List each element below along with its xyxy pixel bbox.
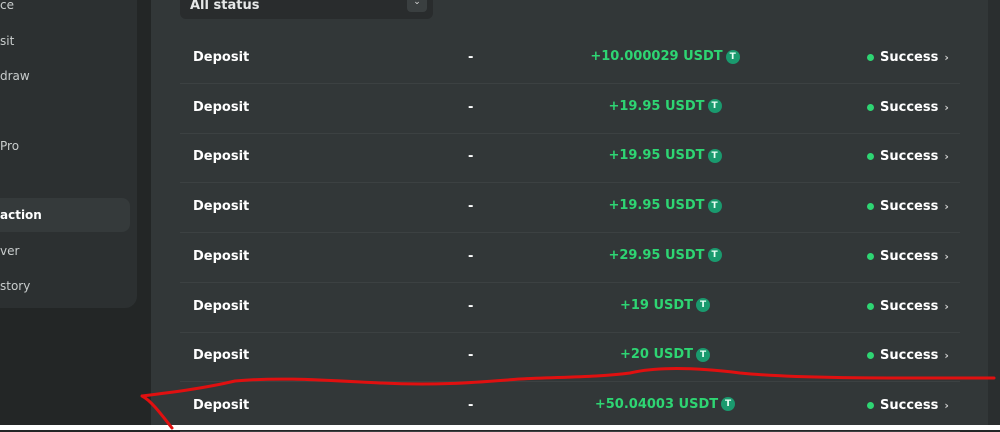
status-dot-icon	[867, 302, 874, 310]
status-badge: Success ›	[867, 100, 949, 115]
transaction-row[interactable]: Deposit - +10.000029 USDT T Success ›	[180, 34, 960, 84]
transaction-amount: +29.95 USDT T	[565, 248, 765, 263]
transaction-address: -	[468, 199, 474, 215]
transaction-address: -	[468, 348, 474, 364]
chevron-right-icon[interactable]: ›	[944, 100, 949, 114]
chevron-right-icon[interactable]: ›	[944, 299, 949, 313]
amount-text: +29.95 USDT	[608, 247, 705, 263]
sidebar-item[interactable]: sit	[0, 34, 15, 48]
transaction-type: Deposit	[193, 199, 250, 215]
usdt-icon: T	[721, 397, 736, 412]
amount-text: +19.95 USDT	[608, 198, 705, 214]
usdt-icon: T	[707, 99, 722, 114]
status-dot-icon	[867, 203, 874, 211]
amount-text: +50.04003 USDT	[594, 396, 719, 412]
transactions-panel	[151, 0, 988, 425]
status-text: Success	[880, 99, 939, 115]
status-text: Success	[880, 348, 939, 364]
transaction-address: -	[468, 50, 474, 65]
transaction-row[interactable]: Deposit - +29.95 USDT T Success ›	[180, 233, 960, 283]
status-dot-icon	[867, 352, 874, 360]
status-dot-icon	[867, 54, 874, 61]
transaction-type: Deposit	[193, 348, 250, 364]
usdt-icon: T	[725, 49, 740, 64]
status-badge: Success ›	[867, 249, 949, 264]
transaction-address: -	[468, 149, 474, 165]
usdt-icon: T	[707, 148, 722, 163]
transaction-row[interactable]: Deposit - +19.95 USDT T Success ›	[180, 133, 960, 184]
transaction-amount: +10.000029 USDT T	[565, 49, 765, 64]
transaction-amount: +50.04003 USDT T	[565, 397, 765, 412]
chevron-right-icon[interactable]: ›	[944, 150, 949, 164]
status-badge: Success ›	[867, 50, 949, 65]
status-text: Success	[880, 199, 939, 215]
chevron-right-icon[interactable]: ›	[944, 349, 949, 363]
status-dot-icon	[867, 153, 874, 161]
transaction-address: -	[468, 99, 474, 115]
sidebar-item[interactable]: Pro	[0, 139, 20, 153]
amount-text: +19.95 USDT	[608, 98, 705, 114]
transaction-type: Deposit	[193, 50, 250, 65]
amount-text: +10.000029 USDT	[590, 49, 723, 64]
transaction-address: -	[468, 248, 474, 264]
status-text: Success	[880, 50, 939, 65]
transaction-row[interactable]: Deposit - +19 USDT T Success ›	[180, 283, 960, 333]
sidebar-item[interactable]: ce	[0, 0, 14, 12]
sidebar-item[interactable]: ver	[0, 244, 20, 258]
status-text: Success	[880, 149, 939, 165]
status-text: Success	[880, 298, 939, 314]
usdt-icon: T	[707, 248, 722, 263]
usdt-icon: T	[696, 347, 711, 362]
transaction-amount: +19.95 USDT T	[565, 99, 765, 114]
page-edge	[0, 425, 1000, 430]
status-dot-icon	[867, 252, 874, 260]
status-dot-icon	[867, 401, 874, 409]
transaction-amount: +19.95 USDT T	[565, 148, 765, 163]
transaction-row[interactable]: Deposit - +19.95 USDT T Success ›	[180, 183, 960, 234]
chevron-right-icon[interactable]: ›	[944, 51, 949, 64]
amount-text: +19.95 USDT	[608, 148, 705, 164]
status-text: Success	[880, 397, 939, 413]
sidebar-item-active[interactable]: action	[0, 198, 130, 232]
chevron-right-icon[interactable]: ›	[944, 398, 949, 412]
chevron-right-icon[interactable]: ›	[944, 249, 949, 263]
transaction-amount: +19.95 USDT T	[565, 198, 765, 213]
status-badge: Success ›	[867, 348, 949, 363]
status-filter-value: All status	[190, 0, 260, 13]
chevron-down-icon[interactable]: ⌄	[407, 0, 427, 12]
status-badge: Success ›	[867, 299, 949, 314]
chevron-right-icon[interactable]: ›	[944, 200, 949, 214]
sidebar-item[interactable]: story	[0, 279, 31, 293]
sidebar: ce sit draw Pro action ver story	[0, 0, 137, 308]
transaction-row[interactable]: Deposit - +20 USDT T Success ›	[180, 332, 960, 383]
transaction-amount: +20 USDT T	[565, 347, 765, 362]
transaction-amount: +19 USDT T	[565, 298, 765, 313]
amount-text: +19 USDT	[619, 297, 694, 313]
scrollbar-track[interactable]	[988, 0, 1000, 425]
status-badge: Success ›	[867, 398, 949, 413]
usdt-icon: T	[707, 198, 722, 213]
transaction-address: -	[468, 298, 474, 314]
status-text: Success	[880, 248, 939, 264]
transaction-address: -	[468, 397, 474, 413]
transaction-row[interactable]: Deposit - +19.95 USDT T Success ›	[180, 84, 960, 134]
transaction-type: Deposit	[193, 298, 250, 314]
transaction-type: Deposit	[193, 397, 250, 413]
status-filter-select[interactable]: All status ⌄	[180, 0, 433, 19]
status-dot-icon	[867, 103, 874, 111]
transaction-type: Deposit	[193, 99, 250, 115]
transaction-type: Deposit	[193, 248, 250, 264]
amount-text: +20 USDT	[619, 347, 694, 363]
status-badge: Success ›	[867, 149, 949, 164]
usdt-icon: T	[696, 298, 711, 312]
status-badge: Success ›	[867, 199, 949, 214]
transaction-type: Deposit	[193, 149, 250, 165]
sidebar-item[interactable]: draw	[0, 69, 30, 83]
